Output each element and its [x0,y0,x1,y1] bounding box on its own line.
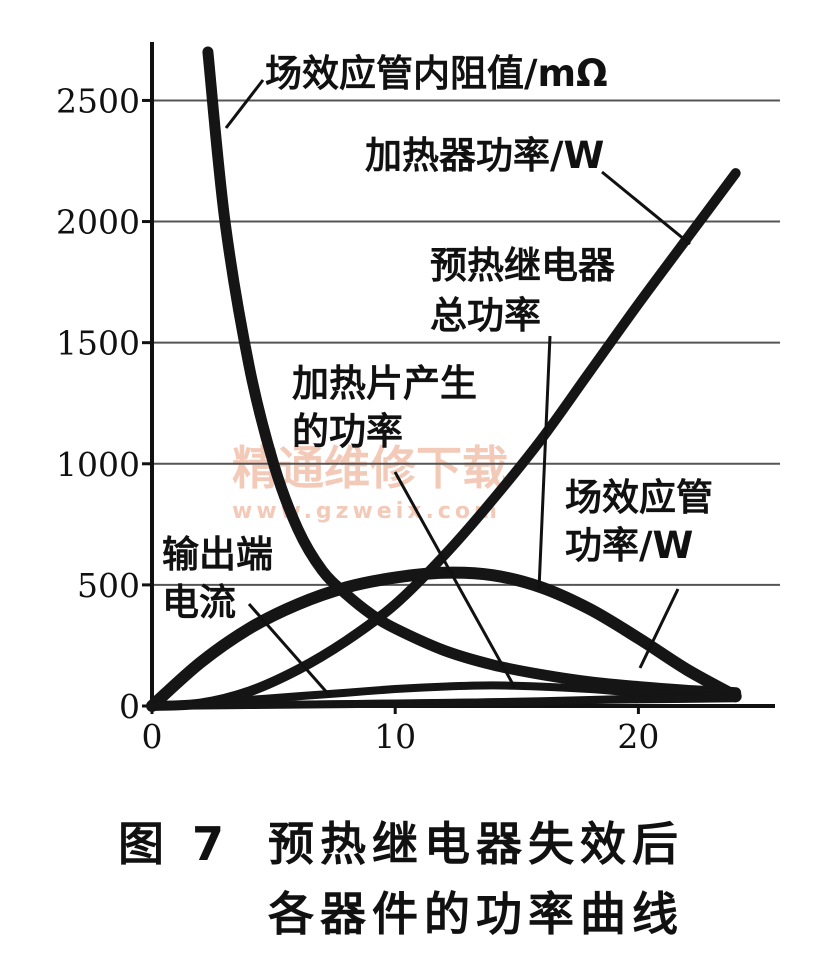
watermark-url: www.gzweix.com [232,499,501,524]
power-curves-chart: 精通维修下载 www.gzweix.com 050010001500200025… [56,42,780,756]
series-label-1: 场效应管内阻值/mΩ [265,52,608,95]
grid-lines [152,99,780,586]
leader-line-2 [601,170,691,246]
y-tick-label: 500 [77,566,140,605]
series-label-2: 加热器功率/W [365,134,604,177]
series-label-5: 场效应管 [565,476,713,519]
leader-line-6 [247,603,332,697]
series-label-3: 总功率 [430,294,541,337]
figure-number: 图 7 [118,817,231,871]
series-line-6 [148,695,740,710]
leader-line-1 [224,79,265,129]
x-tick-label: 10 [374,717,416,756]
leader-lines [224,79,691,697]
leader-line-3 [537,335,552,590]
series-label-5: 功率/W [565,524,693,567]
y-tick-label: 1500 [56,324,140,363]
series-line-2 [147,168,741,711]
series-label-4: 的功率 [292,410,403,453]
y-tick-labels: 0 500 1000 1500 2000 2500 [56,81,152,726]
y-tick-label: 0 [119,687,140,726]
leader-line-4 [393,471,517,689]
series-label-3: 预热继电器 [430,244,616,287]
leader-line-5 [638,588,680,669]
y-tick-label: 2000 [56,203,140,242]
series-lines [146,46,742,712]
series-labels: 场效应管内阻值/mΩ 加热器功率/W 预热继电器总功率加热片产生的功率场效应管功率/… [162,52,713,624]
series-line-4 [148,681,740,710]
figure-caption-line-2: 各器件的功率曲线 [268,887,684,941]
x-tick-label: 20 [617,717,659,756]
series-line-1 [202,46,742,699]
series-line-3 [146,566,742,712]
series-label-6: 输出端 [162,533,273,576]
y-tick-label: 1000 [56,445,140,484]
x-tick-label: 0 [142,717,163,756]
series-label-6: 电流 [162,581,236,624]
figure-caption-line-1: 预热继电器失效后 [268,817,684,871]
y-tick-label: 2500 [56,81,140,120]
x-tick-labels: 0 10 20 [142,706,659,756]
series-label-4: 加热片产生 [292,362,477,405]
